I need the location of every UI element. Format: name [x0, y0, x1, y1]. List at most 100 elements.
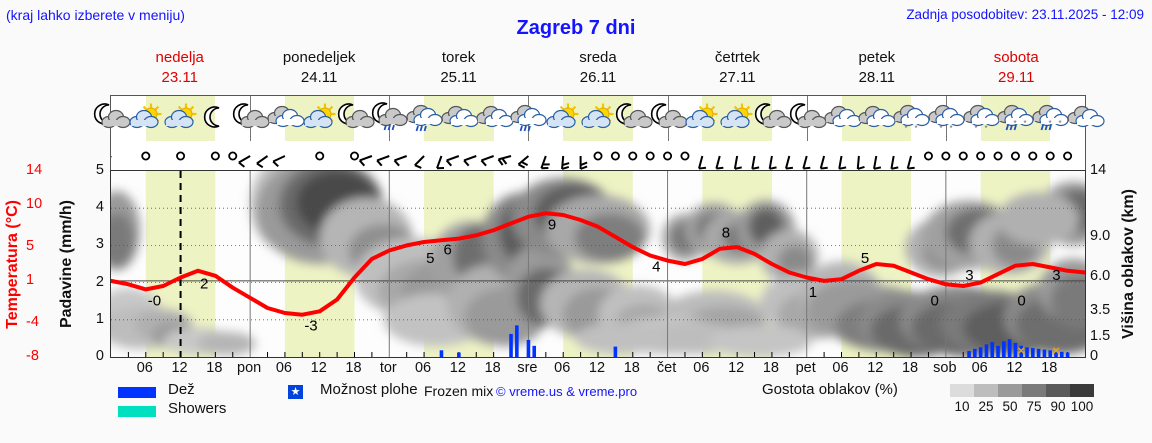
- sun-cloud-icon: [126, 98, 166, 140]
- sun-cloud-icon: [682, 98, 722, 140]
- svg-text:-0: -0: [148, 292, 161, 309]
- cloud-rain-icon: [508, 98, 548, 140]
- shower-chance-label: Možnost plohe: [320, 381, 418, 398]
- day-header-4: četrtek 27.11: [668, 48, 807, 92]
- moon-cloud-icon: [613, 98, 653, 140]
- precipitation-axis-title: Padavine (mm/h): [58, 199, 75, 329]
- svg-text:*: *: [1014, 119, 1017, 128]
- cloud-snow-icon: * *: [891, 98, 931, 140]
- svg-text:*: *: [974, 124, 977, 133]
- header-bar: (kraj lahko izberete v meniju) Zagreb 7 …: [0, 0, 1152, 39]
- cloud-snow-icon: * *: [926, 98, 966, 140]
- cloudheight-axis-title: Višina oblakov (km): [1120, 189, 1137, 339]
- frozen-mix-label: Frozen mix: [424, 383, 494, 399]
- svg-text:*: *: [915, 124, 918, 133]
- svg-text:9: 9: [548, 216, 556, 233]
- cloud-sleet-icon: * *: [995, 98, 1035, 140]
- day-header-3: sreda 26.11: [528, 48, 667, 92]
- hour-label-9: 12: [449, 360, 466, 376]
- cloud-tick-0: 14: [1090, 162, 1107, 178]
- hour-label-24: 06: [971, 360, 988, 376]
- moon-icon: [195, 98, 235, 140]
- svg-text:5: 5: [426, 250, 434, 267]
- cloud-tick-1: 9.0: [1090, 228, 1111, 245]
- svg-text:3: 3: [965, 267, 973, 284]
- day-name: sreda: [579, 49, 617, 66]
- sun-cloud-icon: [161, 98, 201, 140]
- cloud-density-label: Gostota oblakov (%): [762, 381, 898, 398]
- hour-label-23: sob: [933, 360, 957, 376]
- hour-label-22: 18: [901, 360, 919, 376]
- day-date: 29.11: [998, 69, 1035, 86]
- hour-label-18: 18: [762, 360, 779, 376]
- day-header-6: sobota 29.11: [947, 48, 1086, 92]
- day-date: 23.11: [161, 69, 198, 86]
- cloud-density-ticks: 10 25 50 75 90 100: [950, 399, 1094, 414]
- wind-barb-row: [111, 141, 1085, 170]
- copyright-link[interactable]: © vreme.us & vreme.pro: [496, 384, 638, 399]
- svg-text:4: 4: [652, 259, 660, 276]
- day-header-0: nedelja 23.11: [110, 48, 249, 92]
- hour-label-12: 06: [554, 360, 571, 376]
- cloud-rain-icon: [404, 98, 444, 140]
- day-name: sobota: [993, 49, 1039, 66]
- hour-label-6: 18: [345, 360, 362, 376]
- cloud-density-tick-3: 75: [1026, 399, 1042, 414]
- hour-label-26: 18: [1041, 360, 1058, 376]
- svg-text:*: *: [1024, 119, 1027, 128]
- showers-swatch: [118, 406, 156, 417]
- cloud-snow-icon: * *: [961, 98, 1001, 140]
- cloud-tick-4: 1.5: [1090, 328, 1111, 345]
- moon-cloud-icon: [230, 98, 270, 140]
- hour-label-5: 12: [310, 360, 327, 376]
- hour-label-11: sre: [517, 360, 538, 376]
- hour-label-21: 12: [867, 360, 884, 376]
- prec-tick-4: 1: [95, 310, 104, 327]
- cloud-density-tick-0: 10: [954, 399, 970, 414]
- prec-tick-5: 0: [95, 348, 104, 364]
- hour-label-25: 12: [1006, 360, 1023, 376]
- svg-text:×: ×: [1017, 343, 1025, 357]
- day-name: nedelja: [155, 49, 204, 66]
- moon-cloud-icon: [752, 98, 792, 140]
- cloud-density-tick-2: 50: [1002, 399, 1018, 414]
- hour-label-19: pet: [795, 360, 816, 376]
- svg-text:0: 0: [1017, 292, 1025, 309]
- cloud-density-swatch-5: [1070, 384, 1094, 397]
- prec-tick-1: 4: [95, 199, 104, 216]
- moon-cloud-icon: [91, 98, 131, 140]
- cloud-tick-2: 6.0: [1090, 268, 1111, 285]
- menu-hint-text: (kraj lahko izberete v meniju): [6, 7, 185, 23]
- svg-text:-3: -3: [304, 318, 317, 335]
- cloud-density-swatch-3: [1022, 384, 1046, 397]
- cloud-density-swatch-0: [950, 384, 974, 397]
- day-name: petek: [858, 49, 896, 66]
- svg-text:0: 0: [930, 292, 938, 309]
- cloud-density-colorbar: [950, 384, 1094, 397]
- svg-text:6: 6: [443, 242, 451, 259]
- hour-label-1: 12: [171, 360, 188, 376]
- day-name: četrtek: [714, 49, 760, 66]
- prec-tick-0: 5: [95, 162, 104, 178]
- day-date: 26.11: [579, 69, 617, 86]
- hour-label-14: 18: [623, 360, 640, 376]
- hour-axis: 06 12 18 pon 06 12 18 tor 06 12 18 sre 06 12 18 čet 06 12…: [110, 360, 1086, 378]
- hour-label-0: 06: [136, 360, 153, 376]
- day-header-row: nedelja 23.11 ponedeljek 24.11 torek 25.11 sre…: [110, 48, 1086, 92]
- rain-label: Dež: [168, 381, 195, 398]
- wind-barb-svg: [111, 151, 1073, 170]
- temp-tick-5: -8: [26, 348, 39, 364]
- weather-icon-row: * * * * * * * * * *: [93, 96, 1105, 141]
- svg-text:×: ×: [1052, 343, 1060, 357]
- temp-tick-4: -4: [26, 314, 39, 331]
- showers-label: Showers: [168, 400, 227, 417]
- sun-cloud-icon: [578, 98, 618, 140]
- day-header-2: torek 25.11: [389, 48, 528, 92]
- prec-tick-3: 2: [95, 273, 104, 290]
- temp-tick-1: 10: [26, 195, 43, 212]
- day-header-1: ponedeljek 24.11: [249, 48, 388, 92]
- cloud-tick-3: 3.5: [1090, 301, 1111, 318]
- star-icon: ★: [288, 385, 303, 399]
- day-date: 24.11: [300, 69, 338, 86]
